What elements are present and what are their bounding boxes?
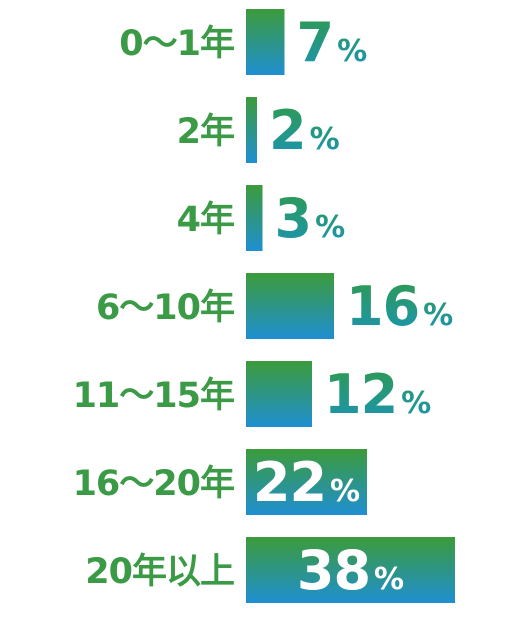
value-label: 12% [324,363,431,426]
category-label: 4年 [177,200,234,240]
bar-row: 4年 3% [177,185,346,251]
category-label: 20年以上 [85,552,234,592]
value-number: 12 [324,363,397,426]
bar [246,537,455,603]
bar [246,185,263,251]
value-number: 7 [297,11,334,74]
bar-row: 20年以上 38% [85,537,455,603]
value-unit: % [330,474,360,509]
chart-rows: 0〜1年 7 % 2年 2 % 4年 3 % 6〜10年 16 % 11〜15年 12 % 16〜20年 22%… [73,9,455,603]
category-label: 2年 [177,112,234,152]
category-label: 6〜10年 [96,288,234,328]
value-unit: % [337,34,367,69]
value-number: 2 [269,99,306,162]
bar-row: 16〜20年 22% [73,449,367,515]
value-label: 16% [346,275,453,338]
value-label: 38% [297,539,404,602]
bar [246,97,257,163]
value-unit: % [310,122,340,157]
bar [246,273,334,339]
bar [246,361,312,427]
value-label: 3% [275,187,346,250]
value-unit: % [401,386,431,421]
value-label: 2% [269,99,340,162]
category-label: 0〜1年 [119,24,234,64]
bar [246,9,285,75]
value-number: 38 [297,539,370,602]
category-label: 16〜20年 [73,464,234,504]
bar-row: 6〜10年 16% [96,273,453,339]
value-number: 3 [275,187,312,250]
value-label: 22% [253,451,360,514]
bar-row: 11〜15年 12% [73,361,431,427]
bar-row: 0〜1年 7% [119,9,367,75]
value-unit: % [423,298,453,333]
value-number: 16 [346,275,419,338]
value-number: 22 [253,451,326,514]
bar [246,449,367,515]
category-label: 11〜15年 [73,376,234,416]
value-label: 7% [297,11,368,74]
value-unit: % [374,562,404,597]
value-unit: % [315,210,345,245]
bar-row: 2年 2% [177,97,340,163]
